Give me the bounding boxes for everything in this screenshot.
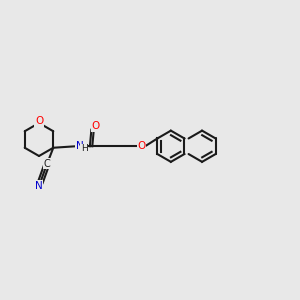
- Text: C: C: [43, 159, 50, 169]
- Text: O: O: [137, 141, 145, 151]
- Text: O: O: [35, 116, 43, 127]
- Text: H: H: [81, 144, 88, 153]
- Text: O: O: [92, 121, 100, 131]
- Text: N: N: [76, 141, 84, 151]
- Text: N: N: [35, 181, 43, 191]
